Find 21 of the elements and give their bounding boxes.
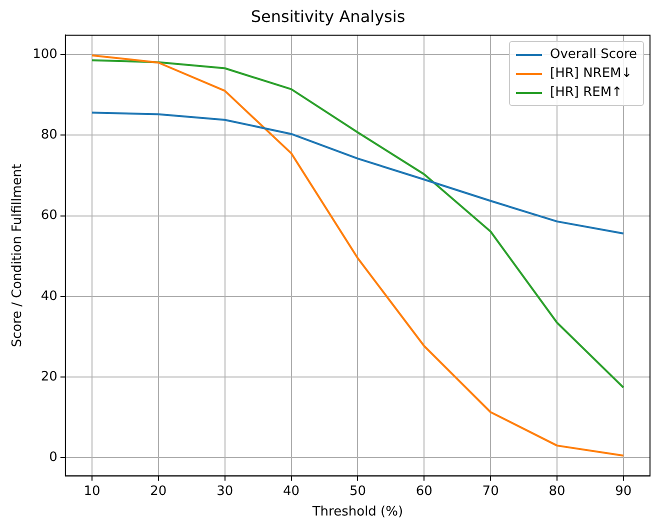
y-tick-label: 100 bbox=[32, 46, 58, 62]
x-tick-label: 30 bbox=[216, 484, 234, 499]
x-tick-label: 90 bbox=[615, 484, 632, 499]
y-tick-label: 0 bbox=[49, 450, 58, 466]
x-tick-label: 80 bbox=[548, 484, 566, 499]
y-tick-label: 20 bbox=[40, 369, 58, 384]
x-tick-label: 40 bbox=[283, 484, 300, 499]
y-tick-label: 60 bbox=[40, 208, 58, 224]
chart-title: Sensitivity Analysis bbox=[250, 6, 406, 26]
legend-label: [HR] REM↑ bbox=[550, 84, 622, 102]
y-tick-label: 40 bbox=[40, 288, 58, 304]
y-axis-title: Score / Condition Fulfillment bbox=[10, 164, 26, 348]
x-axis-title: Threshold (%) bbox=[311, 504, 404, 520]
y-tick-label: 80 bbox=[40, 128, 58, 143]
x-tick-label: 10 bbox=[84, 484, 100, 499]
x-tick-label: 20 bbox=[150, 484, 167, 499]
legend-label: [HR] NREM↓ bbox=[550, 65, 632, 84]
legend-label: Overall Score bbox=[550, 46, 638, 64]
x-tick-label: 70 bbox=[482, 484, 499, 499]
x-tick-label: 50 bbox=[349, 484, 366, 499]
x-tick-label: 60 bbox=[416, 484, 432, 499]
